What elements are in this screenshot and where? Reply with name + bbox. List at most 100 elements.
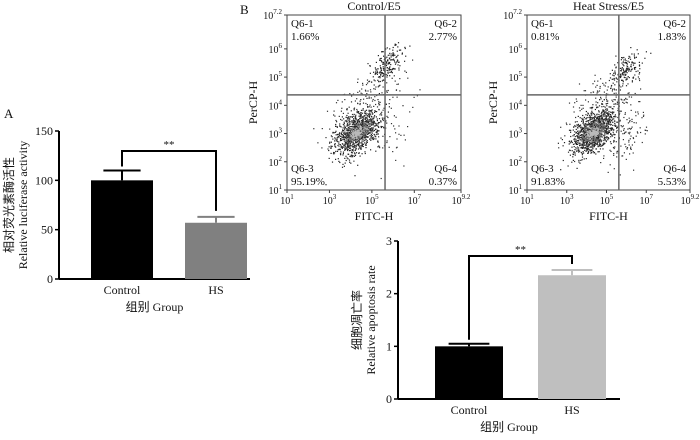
event-dot <box>592 91 595 93</box>
event-dot <box>590 150 592 152</box>
event-dot <box>354 134 356 136</box>
event-dot <box>363 123 365 125</box>
event-dot <box>584 141 586 144</box>
event-dot <box>337 99 339 101</box>
event-dot <box>638 78 640 80</box>
event-dot <box>366 82 369 84</box>
event-dot <box>375 116 377 118</box>
event-dot <box>587 132 589 134</box>
event-dot <box>404 46 406 48</box>
event-dot <box>608 113 610 115</box>
event-dot <box>597 140 599 142</box>
event-dot <box>623 59 625 61</box>
event-dot <box>594 134 596 136</box>
event-dot <box>378 145 380 147</box>
event-dot <box>582 146 584 148</box>
event-dot <box>327 148 329 150</box>
event-dot <box>640 131 642 134</box>
event-dot <box>614 64 616 66</box>
event-dot <box>353 109 355 111</box>
event-dot <box>575 138 577 140</box>
event-dot <box>573 138 575 140</box>
event-dot <box>359 147 361 149</box>
event-dot <box>574 140 576 142</box>
event-dot <box>582 119 584 121</box>
event-dot <box>603 127 605 129</box>
event-dot <box>367 120 369 122</box>
event-dot <box>371 134 373 137</box>
event-dot <box>369 114 371 116</box>
event-dot <box>643 114 645 116</box>
event-dot <box>368 109 370 111</box>
event-dot <box>619 174 621 176</box>
event-dot <box>349 126 351 128</box>
event-dot <box>590 131 592 133</box>
event-dot <box>604 122 606 124</box>
event-dot <box>366 140 368 142</box>
event-dot <box>585 137 587 139</box>
event-dot <box>614 124 616 127</box>
event-dot <box>635 70 637 73</box>
tick-base: 10 <box>269 130 279 141</box>
event-dot <box>589 137 591 139</box>
event-dot <box>614 146 616 148</box>
event-dot <box>635 122 637 124</box>
event-dot <box>362 120 364 122</box>
event-dot <box>601 133 603 135</box>
event-dot <box>611 135 613 137</box>
event-dot <box>352 146 354 148</box>
event-dot <box>590 135 593 137</box>
event-dot <box>360 147 362 149</box>
event-dot <box>607 100 609 102</box>
event-dot <box>404 139 406 141</box>
event-dot <box>367 131 369 133</box>
event-dot <box>595 138 597 140</box>
event-dot <box>350 125 352 128</box>
event-dot <box>598 125 600 128</box>
event-dot <box>359 102 361 105</box>
event-dot <box>359 142 361 144</box>
event-dot <box>592 146 594 148</box>
event-dot <box>581 144 583 146</box>
event-dot <box>377 146 379 148</box>
event-dot <box>587 151 590 153</box>
event-dot <box>357 138 359 140</box>
event-dot <box>600 119 602 121</box>
event-dot <box>365 95 367 97</box>
event-dot <box>612 78 614 80</box>
event-dot <box>568 129 571 131</box>
event-dot <box>584 133 586 135</box>
event-dot <box>353 118 355 120</box>
event-dot <box>354 139 356 142</box>
event-dot <box>591 118 593 120</box>
event-dot <box>638 73 640 75</box>
event-dot <box>378 93 380 95</box>
event-dot <box>613 139 615 142</box>
event-dot <box>601 116 603 118</box>
event-dot <box>587 129 589 131</box>
event-dot <box>593 138 595 140</box>
event-dot <box>363 134 365 136</box>
event-dot <box>601 127 603 129</box>
event-dot <box>354 131 356 133</box>
event-dot <box>361 117 363 119</box>
event-dot <box>591 108 593 110</box>
event-dot <box>363 140 365 142</box>
quadrant-name: Q6-4 <box>434 163 457 175</box>
event-dot <box>570 131 572 133</box>
event-dot <box>589 130 591 132</box>
event-dot <box>589 138 591 141</box>
event-dot <box>591 145 593 147</box>
event-dot <box>609 106 611 108</box>
event-dot <box>365 112 367 114</box>
event-dot <box>588 128 590 130</box>
event-dot <box>366 141 368 143</box>
event-dot <box>625 74 627 76</box>
event-dot <box>391 69 393 71</box>
event-dot <box>368 97 370 99</box>
event-dot <box>353 160 355 162</box>
event-dot <box>357 125 359 127</box>
event-dot <box>634 141 636 143</box>
event-dot <box>363 130 365 132</box>
event-dot <box>591 141 593 143</box>
